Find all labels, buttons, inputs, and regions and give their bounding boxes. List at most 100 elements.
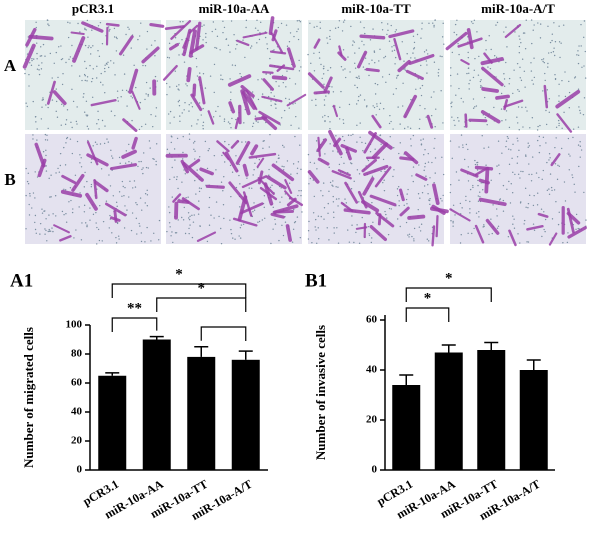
cell bbox=[228, 101, 236, 114]
cell bbox=[555, 89, 581, 109]
pore bbox=[269, 73, 271, 75]
pore bbox=[168, 211, 171, 214]
pore bbox=[483, 147, 485, 149]
pore bbox=[71, 126, 73, 129]
pore bbox=[470, 21, 473, 23]
pore bbox=[424, 108, 426, 110]
pore bbox=[39, 233, 41, 235]
pore bbox=[208, 224, 211, 226]
pore bbox=[424, 162, 427, 165]
pore bbox=[74, 174, 77, 176]
pore bbox=[383, 179, 385, 181]
pore bbox=[342, 21, 345, 23]
pore bbox=[374, 93, 377, 95]
pore bbox=[469, 212, 471, 214]
pore bbox=[327, 202, 329, 205]
pore bbox=[52, 213, 54, 215]
pore bbox=[332, 91, 335, 93]
pore bbox=[524, 187, 527, 190]
pore bbox=[508, 180, 510, 183]
pore bbox=[116, 222, 119, 225]
pore bbox=[384, 210, 386, 213]
pore bbox=[450, 220, 452, 222]
pore bbox=[118, 156, 121, 159]
pore bbox=[397, 106, 399, 108]
pore bbox=[454, 23, 457, 26]
pore bbox=[177, 100, 180, 103]
pore bbox=[416, 33, 419, 36]
pore bbox=[223, 118, 226, 120]
cell bbox=[169, 43, 179, 51]
pore bbox=[288, 107, 290, 109]
pore bbox=[36, 58, 38, 60]
cell bbox=[121, 149, 137, 159]
pore bbox=[481, 86, 483, 88]
cell bbox=[268, 16, 275, 36]
cell bbox=[230, 139, 240, 149]
pore bbox=[153, 158, 155, 161]
y-tick-label: 0 bbox=[372, 464, 378, 476]
pore bbox=[298, 19, 300, 22]
pore bbox=[406, 53, 408, 55]
pore bbox=[188, 104, 190, 106]
pore bbox=[61, 210, 64, 213]
pore bbox=[342, 122, 345, 125]
pore bbox=[564, 71, 566, 73]
pore bbox=[539, 23, 542, 25]
pore bbox=[125, 33, 127, 36]
cell bbox=[504, 23, 522, 39]
pore bbox=[517, 173, 520, 175]
pore bbox=[269, 133, 271, 136]
pore bbox=[496, 227, 499, 229]
pore bbox=[323, 67, 325, 70]
pore bbox=[84, 75, 86, 77]
pore bbox=[437, 72, 439, 74]
pore bbox=[553, 189, 556, 191]
pore bbox=[359, 94, 362, 96]
pore bbox=[412, 166, 415, 168]
pore bbox=[92, 213, 95, 216]
pore bbox=[182, 219, 185, 221]
pore bbox=[557, 164, 559, 167]
pore bbox=[532, 83, 535, 85]
pore bbox=[355, 76, 358, 79]
cell bbox=[333, 137, 342, 148]
pore bbox=[250, 45, 253, 47]
pore bbox=[408, 236, 410, 238]
pore bbox=[123, 195, 125, 197]
pore bbox=[44, 55, 46, 57]
pore bbox=[257, 29, 259, 32]
pore bbox=[146, 194, 149, 196]
cell bbox=[110, 216, 121, 222]
pore bbox=[275, 80, 277, 83]
pore bbox=[67, 21, 69, 24]
pore bbox=[31, 207, 33, 209]
pore bbox=[356, 77, 359, 79]
pore bbox=[563, 111, 565, 114]
pore bbox=[358, 201, 360, 203]
pore bbox=[332, 185, 334, 187]
pore bbox=[256, 42, 258, 44]
pore bbox=[420, 223, 423, 225]
pore bbox=[479, 196, 481, 198]
pore bbox=[214, 28, 217, 30]
pore bbox=[35, 232, 37, 234]
pore bbox=[178, 89, 180, 91]
pore bbox=[482, 189, 484, 191]
pore bbox=[427, 161, 430, 163]
pore bbox=[348, 103, 351, 106]
pore bbox=[129, 180, 131, 183]
pore bbox=[542, 60, 544, 63]
pore bbox=[426, 64, 428, 66]
pore bbox=[192, 221, 195, 223]
pore bbox=[465, 195, 467, 198]
pore bbox=[219, 115, 221, 117]
pore bbox=[113, 36, 116, 38]
pore bbox=[574, 76, 577, 78]
pore bbox=[350, 25, 352, 28]
pore bbox=[147, 93, 149, 96]
pore bbox=[149, 87, 151, 89]
pore bbox=[423, 51, 426, 53]
pore bbox=[65, 142, 67, 144]
